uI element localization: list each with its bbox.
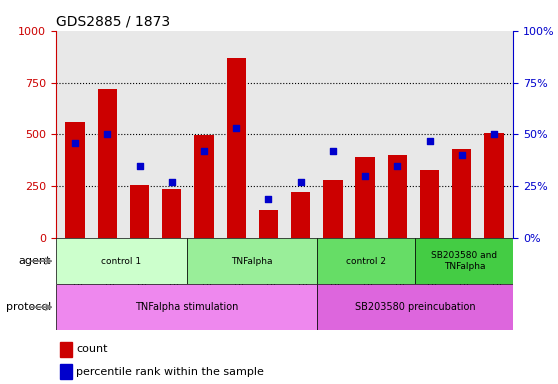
Point [425, 137, 434, 144]
Bar [291, 192, 310, 238]
FancyBboxPatch shape [415, 238, 513, 284]
Text: TNFalpha: TNFalpha [231, 257, 273, 266]
Bar [420, 170, 439, 238]
FancyBboxPatch shape [186, 238, 318, 284]
Bar [452, 149, 472, 238]
FancyBboxPatch shape [56, 238, 186, 284]
Point [489, 131, 498, 137]
Point [296, 179, 305, 185]
Point [167, 179, 176, 185]
FancyBboxPatch shape [318, 238, 415, 284]
Point [329, 148, 338, 154]
Bar [484, 133, 504, 238]
Point [393, 162, 402, 169]
Text: percentile rank within the sample: percentile rank within the sample [76, 366, 264, 377]
Text: control 1: control 1 [101, 257, 141, 266]
Bar [162, 189, 181, 238]
Point [264, 195, 273, 202]
Bar [323, 180, 343, 238]
Text: protocol: protocol [6, 302, 51, 312]
Point [71, 140, 80, 146]
Bar [194, 136, 214, 238]
Text: TNFalpha stimulation: TNFalpha stimulation [135, 302, 238, 312]
Bar [98, 89, 117, 238]
Bar [227, 58, 246, 238]
Text: SB203580 preincubation: SB203580 preincubation [355, 302, 475, 312]
Bar [130, 185, 149, 238]
FancyBboxPatch shape [56, 284, 318, 330]
Point [232, 125, 240, 131]
Bar [259, 210, 278, 238]
Text: control 2: control 2 [347, 257, 386, 266]
Bar [60, 342, 72, 356]
Bar [65, 122, 85, 238]
FancyBboxPatch shape [318, 284, 513, 330]
Bar [60, 364, 72, 379]
Point [200, 148, 209, 154]
Text: agent: agent [19, 256, 51, 266]
Point [458, 152, 466, 158]
Point [103, 131, 112, 137]
Text: GDS2885 / 1873: GDS2885 / 1873 [56, 14, 170, 28]
Bar [388, 155, 407, 238]
Point [135, 162, 144, 169]
Bar [355, 157, 375, 238]
Text: count: count [76, 344, 108, 354]
Point [360, 173, 369, 179]
Text: SB203580 and
TNFalpha: SB203580 and TNFalpha [431, 252, 497, 271]
